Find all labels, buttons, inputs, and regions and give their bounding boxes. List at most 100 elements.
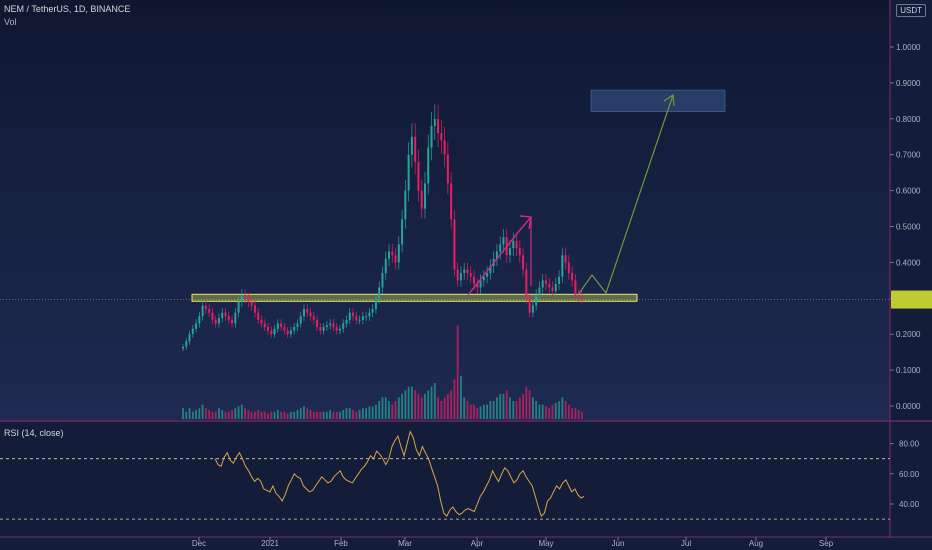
volume-bar	[443, 397, 446, 419]
volume-bar	[214, 411, 217, 419]
time-tick-label: Sep	[819, 539, 834, 548]
volume-bar	[440, 401, 443, 419]
volume-bar	[306, 408, 309, 419]
volume-bar	[427, 390, 430, 419]
candle-body	[345, 319, 348, 324]
volume-bar	[352, 410, 354, 419]
volume-bar	[365, 408, 368, 419]
volume-bar	[463, 397, 466, 419]
candle-body	[397, 244, 400, 263]
volume-bar	[531, 397, 534, 419]
candle-body	[365, 316, 368, 318]
volume-bar	[577, 410, 580, 419]
candle-body	[404, 190, 407, 220]
candle-body	[417, 161, 420, 191]
volume-bar	[283, 411, 286, 419]
volume-bar	[182, 408, 184, 419]
volume-bar	[397, 397, 400, 419]
candle-body	[456, 269, 459, 281]
candle-body	[571, 273, 574, 281]
candle-body	[322, 327, 325, 331]
time-tick-label: Aug	[749, 539, 763, 548]
volume-bar	[254, 411, 256, 419]
candle-body	[283, 327, 286, 331]
candle-body	[515, 240, 518, 249]
volume-bar	[296, 410, 299, 419]
volume-bar	[191, 411, 194, 419]
candle-body	[574, 280, 577, 295]
projection-arrow-head	[663, 93, 675, 107]
volume-bar	[574, 408, 577, 419]
volume-bar	[567, 404, 570, 419]
time-tick-label: 2021	[261, 539, 279, 548]
volume-bar	[221, 410, 224, 419]
volume-bar	[522, 393, 524, 419]
candle-body	[466, 269, 469, 274]
volume-bar	[473, 404, 475, 419]
candle-body	[240, 294, 243, 302]
time-tick-label: Dec	[192, 539, 206, 548]
volume-bar	[286, 413, 289, 419]
candle-body	[554, 283, 557, 292]
candle-body	[227, 316, 230, 320]
candle-body	[378, 287, 381, 299]
rsi-tick-label: 80.00	[899, 440, 920, 449]
volume-bar	[486, 404, 489, 419]
candle-body	[267, 327, 270, 331]
candle-body	[198, 316, 201, 324]
volume-bar	[581, 411, 583, 419]
candle-body	[410, 136, 413, 155]
volume-bar	[417, 393, 420, 419]
candle-body	[342, 323, 345, 329]
candle-body	[244, 294, 247, 299]
volume-bar	[561, 397, 564, 419]
volume-bar	[276, 410, 279, 419]
candle-body	[319, 327, 322, 331]
volume-bar	[453, 379, 456, 419]
volume-bar	[332, 411, 335, 419]
volume-bar	[525, 386, 528, 419]
candle-body	[459, 273, 462, 281]
volume-bar	[411, 386, 413, 419]
candle-body	[391, 251, 394, 256]
volume-bar	[541, 404, 544, 419]
candle-body	[247, 298, 250, 302]
volume-bar	[240, 404, 243, 419]
projection-arrow-line	[577, 94, 674, 296]
price-tick-label: 0.0000	[896, 402, 921, 411]
volume-bar	[414, 390, 417, 419]
currency-badge[interactable]: USDT	[896, 4, 926, 17]
candle-body	[502, 237, 505, 245]
volume-bar	[456, 325, 459, 419]
candle-body	[580, 296, 583, 299]
candle-body	[374, 298, 377, 310]
volume-bar	[545, 406, 547, 419]
candle-body	[237, 301, 240, 313]
candle-body	[561, 255, 564, 277]
candle-body	[257, 312, 260, 320]
volume-bar	[195, 410, 197, 419]
candle-body	[253, 305, 256, 313]
candle-body	[211, 312, 214, 320]
candle-body	[289, 330, 292, 335]
volume-bar	[496, 397, 498, 419]
candle-body	[528, 298, 531, 313]
candle-body	[489, 265, 492, 274]
time-tick-label: Jul	[681, 539, 691, 548]
candle-body	[358, 319, 361, 321]
volume-bar	[208, 410, 211, 419]
volume-bar	[303, 406, 305, 419]
price-tick-label: 0.9000	[896, 79, 921, 88]
price-tick-label: 0.5000	[896, 223, 921, 232]
volume-bar	[358, 410, 361, 419]
time-tick-label: May	[538, 539, 553, 548]
candle-body	[522, 255, 525, 270]
volume-bar	[309, 410, 312, 419]
candle-body	[293, 327, 296, 331]
candle-body	[335, 327, 338, 331]
volume-bar	[342, 410, 345, 419]
volume-bar	[339, 411, 341, 419]
candle-body	[368, 312, 371, 317]
